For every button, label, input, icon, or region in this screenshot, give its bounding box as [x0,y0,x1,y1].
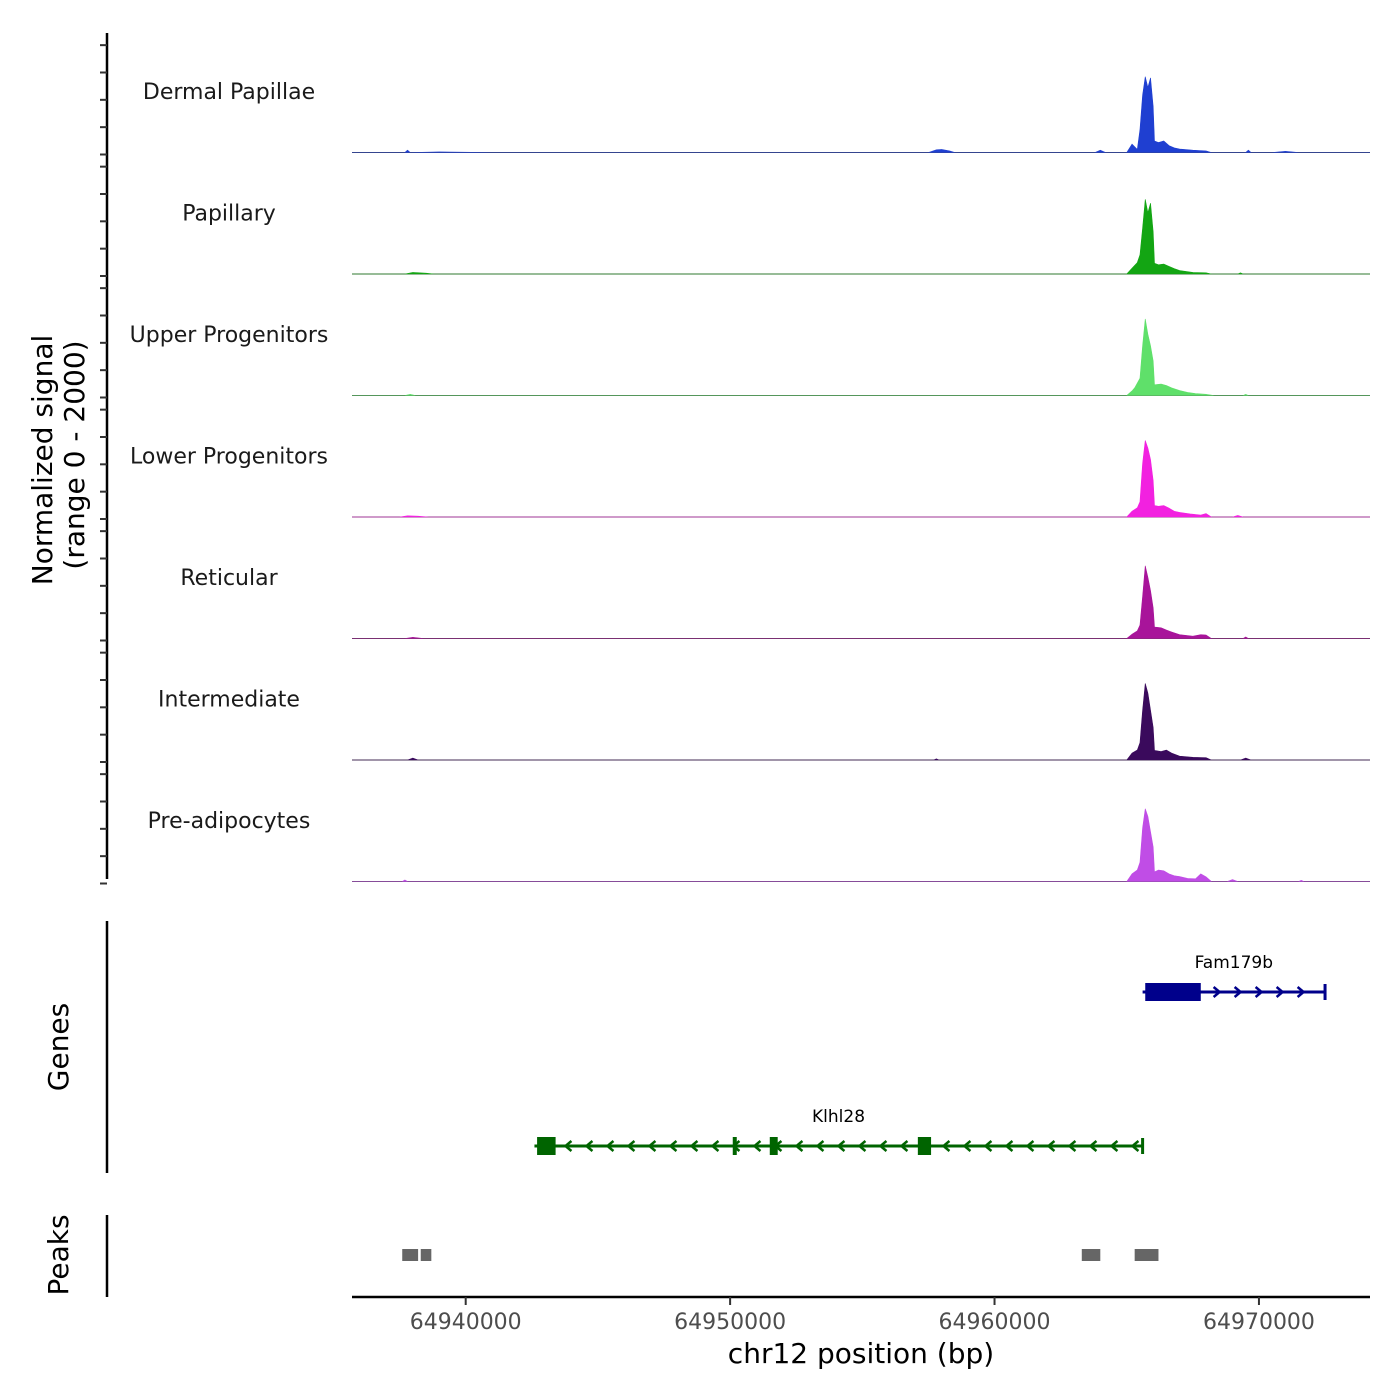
coverage-track-dermal-papillae: Dermal Papillae [143,76,1370,153]
peak-region [1134,1249,1159,1261]
track-label: Pre-adipocytes [148,809,311,834]
strand-arrow [605,1140,615,1152]
y-axis-title-line1: Normalized signal [26,335,59,586]
coverage-area [352,440,1370,518]
gene-klhl28: Klhl28 [534,1107,1145,1155]
strand-arrow [983,1140,993,1152]
gene-exon [537,1137,556,1155]
coverage-track-pre-adipocytes: Pre-adipocytes [148,808,1370,882]
track-label: Intermediate [158,688,300,713]
strand-arrow [815,1140,825,1152]
coverage-track-papillary: Papillary [182,199,1370,275]
strand-arrow [563,1140,573,1152]
strand-arrow [647,1140,657,1152]
strand-arrow [1046,1140,1056,1152]
gene-label: Fam179b [1195,953,1273,973]
coverage-track-lower-progenitors: Lower Progenitors [130,440,1370,518]
strand-arrow [1025,1140,1035,1152]
coverage-area [352,76,1370,153]
track-label: Reticular [180,566,278,591]
peak-region [420,1249,432,1261]
track-label: Upper Progenitors [130,323,329,348]
strand-arrow [1233,986,1243,998]
peak-region [1081,1249,1101,1261]
strand-arrow [962,1140,972,1152]
strand-arrow [1130,1140,1140,1152]
track-label: Dermal Papillae [143,80,315,105]
track-label: Papillary [182,202,276,227]
strand-arrow [710,1140,720,1152]
coverage-track-intermediate: Intermediate [158,683,1370,761]
strand-arrow [1109,1140,1119,1152]
strand-arrow [668,1140,678,1152]
strand-arrow [1088,1140,1098,1152]
coverage-area [352,199,1370,275]
strand-arrow [857,1140,867,1152]
peak-track [402,1249,1159,1261]
coverage-area [352,565,1370,639]
strand-arrow [626,1140,636,1152]
gene-exon [1145,983,1201,1001]
strand-arrow [1296,986,1306,998]
gene-exon [732,1137,737,1155]
coverage-area [352,808,1370,882]
peaks-axis-title: Peaks [42,1214,75,1295]
gene-label: Klhl28 [812,1107,865,1127]
strand-arrow [878,1140,888,1152]
strand-arrow [899,1140,909,1152]
strand-arrow [1254,986,1264,998]
signal-y-axis-ticks [100,44,107,885]
x-tick-label: 64940000 [410,1310,522,1335]
x-tick-label: 64960000 [939,1310,1051,1335]
strand-arrow [794,1140,804,1152]
strand-arrow [941,1140,951,1152]
strand-arrow [689,1140,699,1152]
strand-arrow [1004,1140,1014,1152]
coverage-area [352,683,1370,761]
strand-arrow [1067,1140,1077,1152]
x-axis-ticks: 64940000 64950000 64960000 64970000 [410,1297,1315,1335]
coverage-tracks: Dermal Papillae Papillary Upper Progenitor… [130,76,1370,882]
strand-arrow [1275,986,1285,998]
gene-exon [769,1137,778,1155]
strand-arrow [1212,986,1222,998]
gene-fam179b: Fam179b [1142,953,1327,1001]
peak-region [402,1249,419,1261]
x-axis-title: chr12 position (bp) [728,1337,994,1370]
x-tick-label: 64950000 [674,1310,786,1335]
coverage-area [352,318,1370,396]
genes-axis-title: Genes [42,1003,75,1091]
y-axis-title-line2: (range 0 - 2000) [58,340,91,569]
coverage-track-upper-progenitors: Upper Progenitors [130,318,1370,396]
x-tick-label: 64970000 [1203,1310,1315,1335]
coverage-track-reticular: Reticular [180,565,1370,639]
strand-arrow [584,1140,594,1152]
gene-exon [917,1137,932,1155]
gene-track: Fam179b Klhl28 [534,953,1327,1155]
strand-arrow [752,1140,762,1152]
strand-arrow [836,1140,846,1152]
track-label: Lower Progenitors [130,445,328,470]
